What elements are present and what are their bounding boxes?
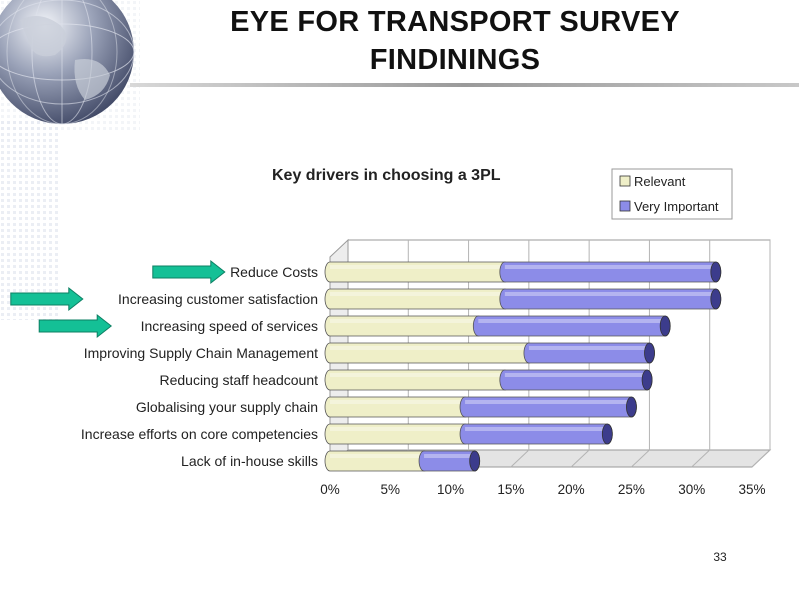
x-tick-label: 10% (437, 482, 464, 497)
x-axis-ticks: 0% 5% 10% 15% 20% 25% 30% 35% (320, 482, 765, 497)
x-tick-label: 20% (558, 482, 585, 497)
category-label: Improving Supply Chain Management (84, 345, 318, 361)
floor-gridline (751, 449, 771, 468)
bar-highlight (478, 319, 666, 323)
slide-title-line-2: FINDININGS (369, 44, 541, 76)
x-tick-label: 15% (497, 482, 524, 497)
bar-end-cap (469, 450, 481, 472)
category-label: Lack of in-house skills (181, 453, 318, 469)
globe-icon (0, 0, 135, 125)
category-label: Globalising your supply chain (136, 399, 318, 415)
bar-highlight (504, 265, 716, 269)
category-label: Reducing staff headcount (159, 372, 318, 388)
x-tick-label: 30% (678, 482, 705, 497)
bar-highlight (330, 346, 529, 350)
bar-end-cap (641, 369, 653, 391)
bar-highlight (528, 346, 650, 350)
floor-gridline (570, 449, 590, 468)
legend-swatch-relevant (619, 175, 631, 187)
floor-gridline (691, 449, 711, 468)
bar-end-cap (710, 288, 722, 310)
x-tick-label: 0% (320, 482, 340, 497)
bar-highlight (330, 427, 466, 431)
category-labels: Reduce Costs Increasing customer satisfac… (81, 264, 318, 469)
chart-title: Key drivers in choosing a 3PL (272, 167, 501, 184)
bar-end-cap (644, 342, 655, 364)
x-tick-label: 25% (618, 482, 645, 497)
bar-highlight (330, 400, 466, 404)
bar-highlight (330, 292, 505, 296)
highlight-arrow-icon (152, 259, 226, 285)
legend-label-relevant: Relevant (634, 174, 686, 189)
highlight-arrows (10, 259, 226, 339)
legend-swatch-very-important (619, 200, 631, 212)
bar-highlight (504, 292, 716, 296)
category-label: Increasing customer satisfaction (118, 291, 318, 307)
bar-highlight (330, 373, 505, 377)
x-tick-label: 5% (381, 482, 401, 497)
title-rule (130, 83, 799, 87)
category-label: Increasing speed of services (141, 318, 318, 334)
category-label: Increase efforts on core competencies (81, 426, 318, 442)
highlight-arrow-icon (10, 286, 84, 312)
bar-end-cap (659, 315, 671, 337)
bar-highlight (330, 319, 479, 323)
bar-highlight (424, 454, 475, 458)
slide-number: 33 (713, 550, 727, 564)
slide-title-line-1: EYE FOR TRANSPORT SURVEY (230, 6, 680, 38)
floor-gridline (510, 449, 530, 468)
category-label: Reduce Costs (230, 264, 318, 280)
bars (324, 261, 722, 472)
bar-highlight (465, 427, 608, 431)
bar-highlight (465, 400, 632, 404)
bar-highlight (330, 454, 425, 458)
legend: Relevant Very Important (611, 168, 733, 220)
bar-end-cap (710, 261, 722, 283)
bar-end-cap (601, 423, 613, 445)
bar-highlight (504, 373, 648, 377)
floor-gridline (631, 449, 650, 468)
x-tick-label: 35% (738, 482, 765, 497)
bar-highlight (330, 265, 505, 269)
legend-label-very-important: Very Important (634, 199, 719, 214)
bar-end-cap (626, 396, 637, 418)
highlight-arrow-icon (38, 313, 113, 339)
